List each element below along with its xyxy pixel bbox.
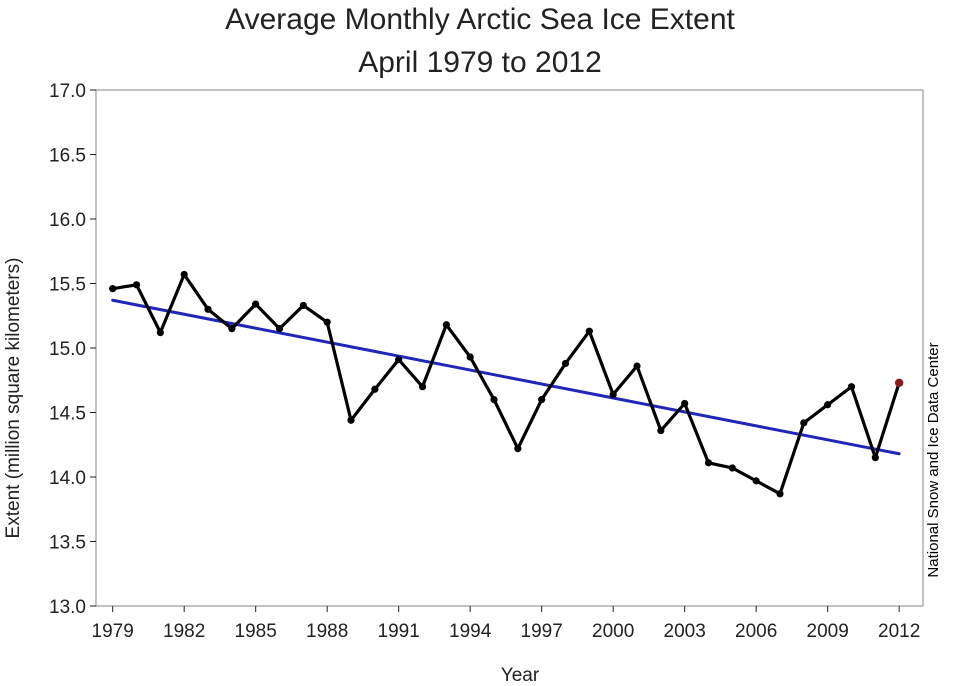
- data-point-2007: [776, 490, 784, 498]
- data-point-1994: [466, 353, 474, 361]
- data-point-1999: [585, 327, 593, 335]
- extent-2012-segment: [873, 382, 901, 459]
- data-point-2008: [800, 419, 808, 427]
- x-tick-label: 1997: [521, 621, 563, 642]
- x-tick-label: 1991: [378, 621, 420, 642]
- data-point-1990: [371, 385, 379, 393]
- plot-area: [95, 89, 924, 607]
- data-point-2004: [704, 459, 713, 467]
- data-point-1986: [275, 325, 284, 333]
- x-tick-label: 2000: [592, 621, 634, 642]
- data-point-1988: [323, 318, 331, 326]
- x-tick-label: 1982: [163, 621, 205, 642]
- data-point-2010: [847, 383, 856, 391]
- data-point-1981: [156, 328, 164, 337]
- x-tick-label: 1994: [449, 621, 492, 642]
- chart-title: Average Monthly Arctic Sea Ice Extent: [225, 3, 735, 36]
- y-axis-title: Extent (million square kilometers): [3, 258, 24, 539]
- data-point-2012: [894, 378, 904, 388]
- y-tick-label: 15.0: [49, 339, 86, 360]
- data-point-2001: [633, 362, 641, 370]
- x-tick-label: 2003: [664, 621, 706, 642]
- data-point-2011: [871, 454, 879, 462]
- data-point-1989: [347, 416, 355, 424]
- y-tick-label: 13.0: [49, 597, 86, 618]
- trend-line: [111, 298, 901, 456]
- data-point-1998: [561, 359, 570, 368]
- y-tick-label: 14.0: [49, 468, 86, 489]
- data-point-2003: [681, 399, 689, 408]
- x-tick-label: 2012: [878, 621, 920, 642]
- y-tick-label: 17.0: [49, 81, 86, 102]
- y-tick-label: 13.5: [49, 533, 86, 554]
- y-tick-label: 16.0: [49, 210, 86, 231]
- data-point-1984: [228, 325, 236, 333]
- y-tick-label: 15.5: [49, 275, 86, 296]
- x-tick-label: 1985: [235, 621, 277, 642]
- data-point-1992: [418, 383, 427, 391]
- y-tick-label: 16.5: [49, 146, 86, 167]
- data-point-1995: [490, 396, 498, 404]
- data-point-1991: [395, 356, 403, 364]
- data-point-1980: [132, 281, 141, 289]
- data-point-1993: [442, 321, 450, 329]
- y-tick-label: 14.5: [49, 404, 86, 425]
- data-point-1985: [252, 300, 260, 308]
- data-point-2000: [609, 390, 617, 399]
- data-point-2006: [752, 477, 760, 485]
- source-credit: National Snow and Ice Data Center: [925, 342, 942, 577]
- data-point-1997: [538, 396, 546, 404]
- data-point-1987: [299, 301, 307, 310]
- x-tick-label: 1988: [306, 621, 348, 642]
- data-point-2002: [657, 426, 665, 435]
- x-axis-title: Year: [501, 665, 540, 686]
- data-point-1983: [204, 305, 212, 313]
- x-tick-label: 2006: [735, 621, 777, 642]
- data-point-1996: [514, 445, 522, 453]
- data-point-2005: [728, 464, 736, 472]
- x-tick-label: 2009: [807, 621, 849, 642]
- data-point-2009: [824, 401, 832, 409]
- data-point-1982: [180, 270, 188, 279]
- chart-subtitle: April 1979 to 2012: [358, 46, 602, 79]
- data-point-1979: [109, 285, 117, 293]
- x-tick-label: 1979: [92, 621, 134, 642]
